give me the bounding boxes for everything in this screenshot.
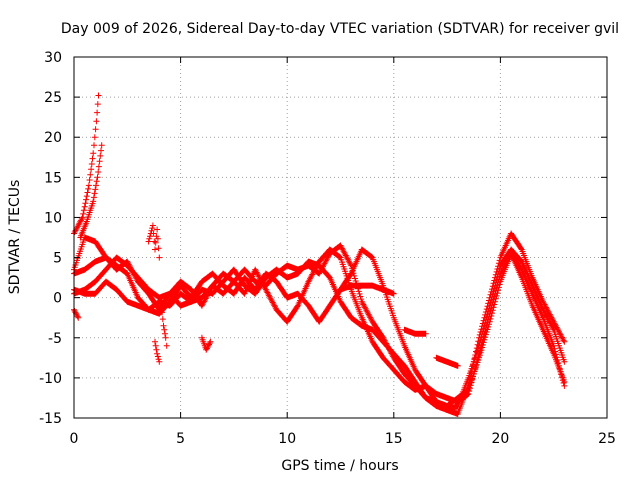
y-tick-label: 10 xyxy=(44,210,62,226)
y-tick-label: 30 xyxy=(44,50,62,66)
series-track-12 xyxy=(198,334,214,353)
data-point-markers xyxy=(433,354,461,369)
x-tick-label: 0 xyxy=(70,431,79,447)
series-track-14 xyxy=(433,354,461,369)
y-axis-label: SDTVAR / TECUs xyxy=(7,180,23,295)
data-point-markers xyxy=(401,326,429,337)
y-tick-label: -15 xyxy=(39,411,62,427)
series-track-11 xyxy=(158,302,170,349)
x-tick-label: 5 xyxy=(176,431,185,447)
y-tick-label: 15 xyxy=(44,170,62,186)
series-track-9 xyxy=(145,222,163,261)
x-tick-label: 10 xyxy=(278,431,296,447)
y-tick-label: -10 xyxy=(39,371,62,387)
data-point-markers xyxy=(77,142,105,241)
x-tick-label: 20 xyxy=(491,431,509,447)
chart-title: Day 009 of 2026, Sidereal Day-to-day VTE… xyxy=(61,21,619,37)
y-tick-label: 25 xyxy=(44,90,62,106)
data-point-markers xyxy=(198,334,214,353)
y-tick-label: -5 xyxy=(48,331,62,347)
data-point-markers xyxy=(145,222,163,261)
series-track-2 xyxy=(77,142,105,241)
plot-frame xyxy=(73,56,608,419)
series-track-13 xyxy=(401,326,429,337)
axis-ticks: 0 5 10 15 20 25 -15 -10 -5 0 5 10 15 20 25 30 xyxy=(39,50,616,447)
x-tick-label: 15 xyxy=(385,431,403,447)
data-point-markers xyxy=(158,302,170,349)
x-axis-label: GPS time / hours xyxy=(281,458,398,474)
data-point-markers xyxy=(337,282,397,297)
data-point-markers xyxy=(152,338,163,365)
y-tick-label: 20 xyxy=(44,130,62,146)
x-tick-label: 25 xyxy=(598,431,616,447)
y-tick-label: 0 xyxy=(53,291,62,307)
y-tick-label: 5 xyxy=(53,251,62,267)
series-track-7 xyxy=(337,282,397,297)
series-track-10 xyxy=(152,338,163,365)
